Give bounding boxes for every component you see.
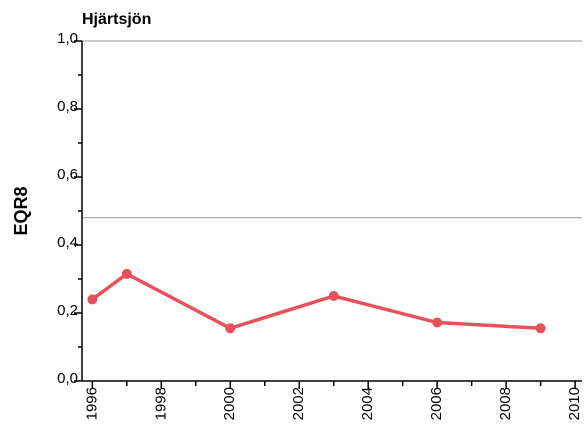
y-tick-label: 0,6 — [57, 166, 78, 183]
point — [432, 317, 443, 328]
chart-title: Hjärtsjön — [82, 11, 151, 28]
point — [121, 268, 132, 279]
y-tick-label: 0,0 — [57, 370, 78, 387]
x-tick-label: 2008 — [497, 387, 514, 420]
point — [328, 291, 339, 301]
x-tick-label: 1998 — [152, 387, 169, 420]
y-tick-label: 0,8 — [57, 98, 78, 115]
x-tick-label: 2002 — [290, 387, 307, 420]
y-axis-label: EQR8 — [11, 186, 31, 235]
x-tick-label: 2006 — [428, 387, 445, 420]
point — [535, 323, 546, 334]
y-tick-label: 1,0 — [57, 30, 78, 47]
y-tick-label: 0,2 — [57, 302, 78, 319]
x-tick-label: 2000 — [221, 387, 238, 420]
x-tick-label: 1996 — [83, 387, 100, 420]
x-tick-label: 2004 — [359, 387, 376, 420]
point — [87, 294, 98, 305]
x-tick-label: 2010 — [566, 387, 583, 420]
series-line — [91, 272, 541, 331]
y-tick-label: 0,4 — [57, 234, 78, 251]
point — [225, 323, 236, 334]
